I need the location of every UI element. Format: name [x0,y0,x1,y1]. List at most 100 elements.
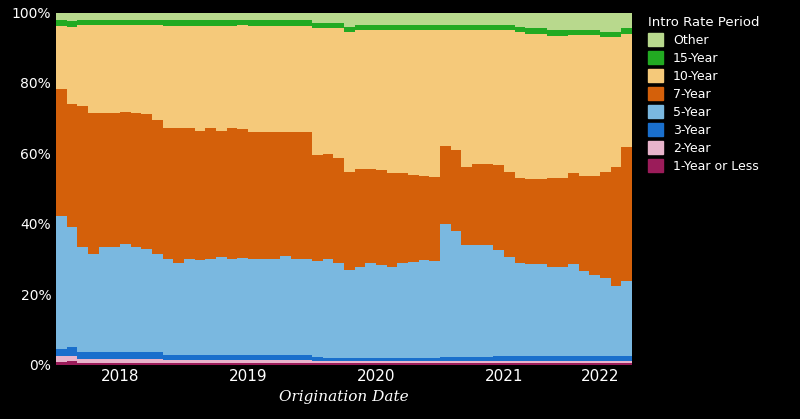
Bar [536,264,546,356]
Bar [450,363,462,365]
Bar [130,13,142,20]
Bar [462,13,472,25]
Bar [376,170,386,265]
Bar [494,356,504,361]
Bar [526,356,536,361]
Bar [440,357,450,361]
Bar [226,128,238,259]
Bar [162,259,174,354]
Bar [504,172,514,257]
Bar [568,36,578,173]
Bar [590,36,600,176]
Bar [472,363,482,365]
Bar [98,13,110,20]
Bar [130,363,142,365]
Bar [88,113,98,253]
Bar [366,169,376,264]
Bar [472,13,482,25]
Bar [290,21,302,26]
Bar [120,13,130,20]
Bar [226,259,238,354]
Bar [290,132,302,259]
Bar [258,132,270,259]
Bar [174,354,184,360]
Bar [418,13,430,25]
Bar [258,26,270,132]
Bar [546,363,558,365]
Bar [450,30,462,150]
Bar [610,37,622,167]
Bar [354,25,366,30]
Bar [216,13,226,20]
Bar [590,356,600,361]
Bar [386,173,398,267]
Bar [258,21,270,26]
Bar [450,13,462,25]
Bar [280,256,290,354]
Bar [152,359,162,363]
Bar [162,128,174,259]
Bar [312,13,322,23]
Bar [430,177,440,261]
Bar [558,30,568,36]
Bar [514,13,526,27]
Bar [440,13,450,25]
Bar [482,164,494,245]
Bar [216,257,226,355]
Bar [194,355,206,360]
Bar [66,104,78,227]
Bar [578,36,590,176]
Bar [398,30,408,173]
Bar [430,30,440,177]
Bar [110,25,120,113]
Bar [184,21,194,26]
Bar [152,363,162,365]
Bar [440,25,450,30]
Bar [430,361,440,363]
Bar [66,13,78,21]
Bar [152,352,162,359]
Bar [440,30,450,146]
Bar [88,363,98,365]
Bar [450,25,462,30]
Bar [130,25,142,113]
Bar [184,354,194,360]
Bar [110,359,120,363]
Bar [258,360,270,363]
Bar [142,249,152,352]
Bar [408,357,418,361]
Bar [408,363,418,365]
Bar [366,25,376,30]
Bar [546,267,558,356]
Bar [120,20,130,25]
Bar [354,363,366,365]
Bar [56,13,66,20]
Bar [280,354,290,360]
Bar [226,26,238,128]
Bar [494,363,504,365]
Bar [238,129,248,258]
Bar [162,13,174,21]
Bar [546,13,558,30]
Bar [110,363,120,365]
Bar [610,13,622,32]
Bar [302,354,312,360]
Bar [472,357,482,361]
Bar [98,20,110,25]
Bar [376,361,386,363]
Bar [174,13,184,21]
Bar [568,356,578,361]
Bar [258,259,270,354]
Bar [66,347,78,356]
Bar [418,363,430,365]
Bar [386,267,398,357]
Bar [600,13,610,32]
Bar [546,36,558,178]
Bar [386,357,398,361]
Bar [536,363,546,365]
Bar [120,112,130,244]
Bar [482,357,494,361]
Bar [312,363,322,365]
Bar [152,20,162,25]
Bar [130,352,142,359]
